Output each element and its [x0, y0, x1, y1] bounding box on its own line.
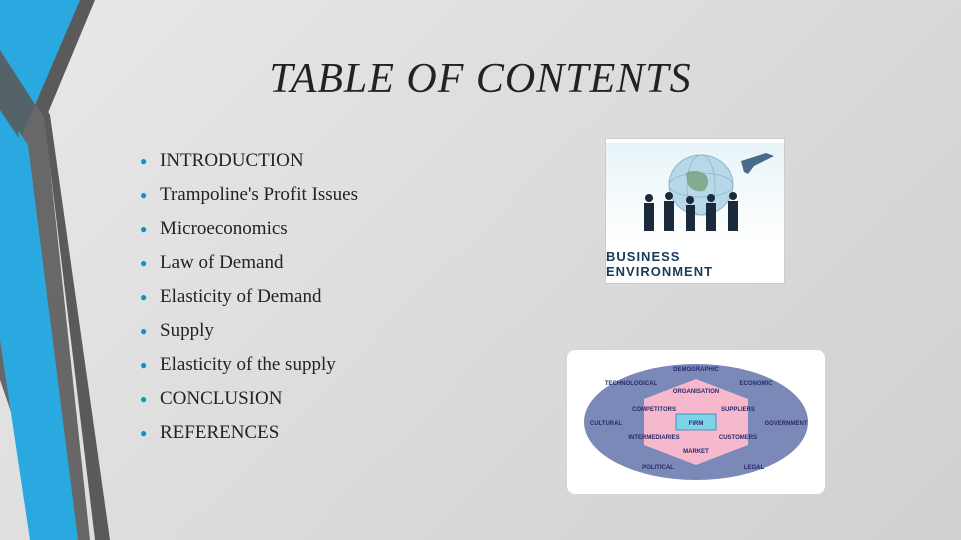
inner-label: MARKET	[683, 449, 709, 455]
outer-label: POLITICAL	[642, 465, 674, 471]
business-environment-image: BUSINESS ENVIRONMENT	[605, 138, 785, 284]
toc-item: INTRODUCTION	[160, 150, 358, 172]
toc-list: INTRODUCTION Trampoline's Profit Issues …	[160, 150, 358, 456]
inner-label: CUSTOMERS	[719, 435, 757, 441]
business-environment-label: BUSINESS ENVIRONMENT	[606, 249, 784, 279]
inner-label: SUPPLIERS	[721, 407, 755, 413]
outer-label: ECONOMIC	[740, 381, 774, 387]
center-label: FIRM	[689, 421, 704, 427]
toc-item: Law of Demand	[160, 252, 358, 274]
inner-label: COMPETITORS	[632, 407, 676, 413]
outer-label: LEGAL	[744, 465, 765, 471]
page-title: TABLE OF CONTENTS	[0, 55, 961, 103]
toc-item: CONCLUSION	[160, 388, 358, 410]
outer-label: GOVERNMENT	[764, 421, 807, 427]
inner-label: INTERMEDIARIES	[628, 435, 679, 441]
toc-item: REFERENCES	[160, 422, 358, 444]
firm-environment-diagram: FIRM ORGANISATION SUPPLIERS CUSTOMERS MA…	[567, 350, 825, 494]
toc-item: Elasticity of Demand	[160, 286, 358, 308]
toc-item: Elasticity of the supply	[160, 354, 358, 376]
toc-item: Trampoline's Profit Issues	[160, 184, 358, 206]
outer-label: DEMOGRAPHIC	[673, 367, 719, 373]
toc-item: Supply	[160, 320, 358, 342]
outer-label: TECHNOLOGICAL	[605, 381, 658, 387]
outer-label: CULTURAL	[590, 421, 623, 427]
inner-label: ORGANISATION	[673, 389, 719, 395]
toc-item: Microeconomics	[160, 218, 358, 240]
